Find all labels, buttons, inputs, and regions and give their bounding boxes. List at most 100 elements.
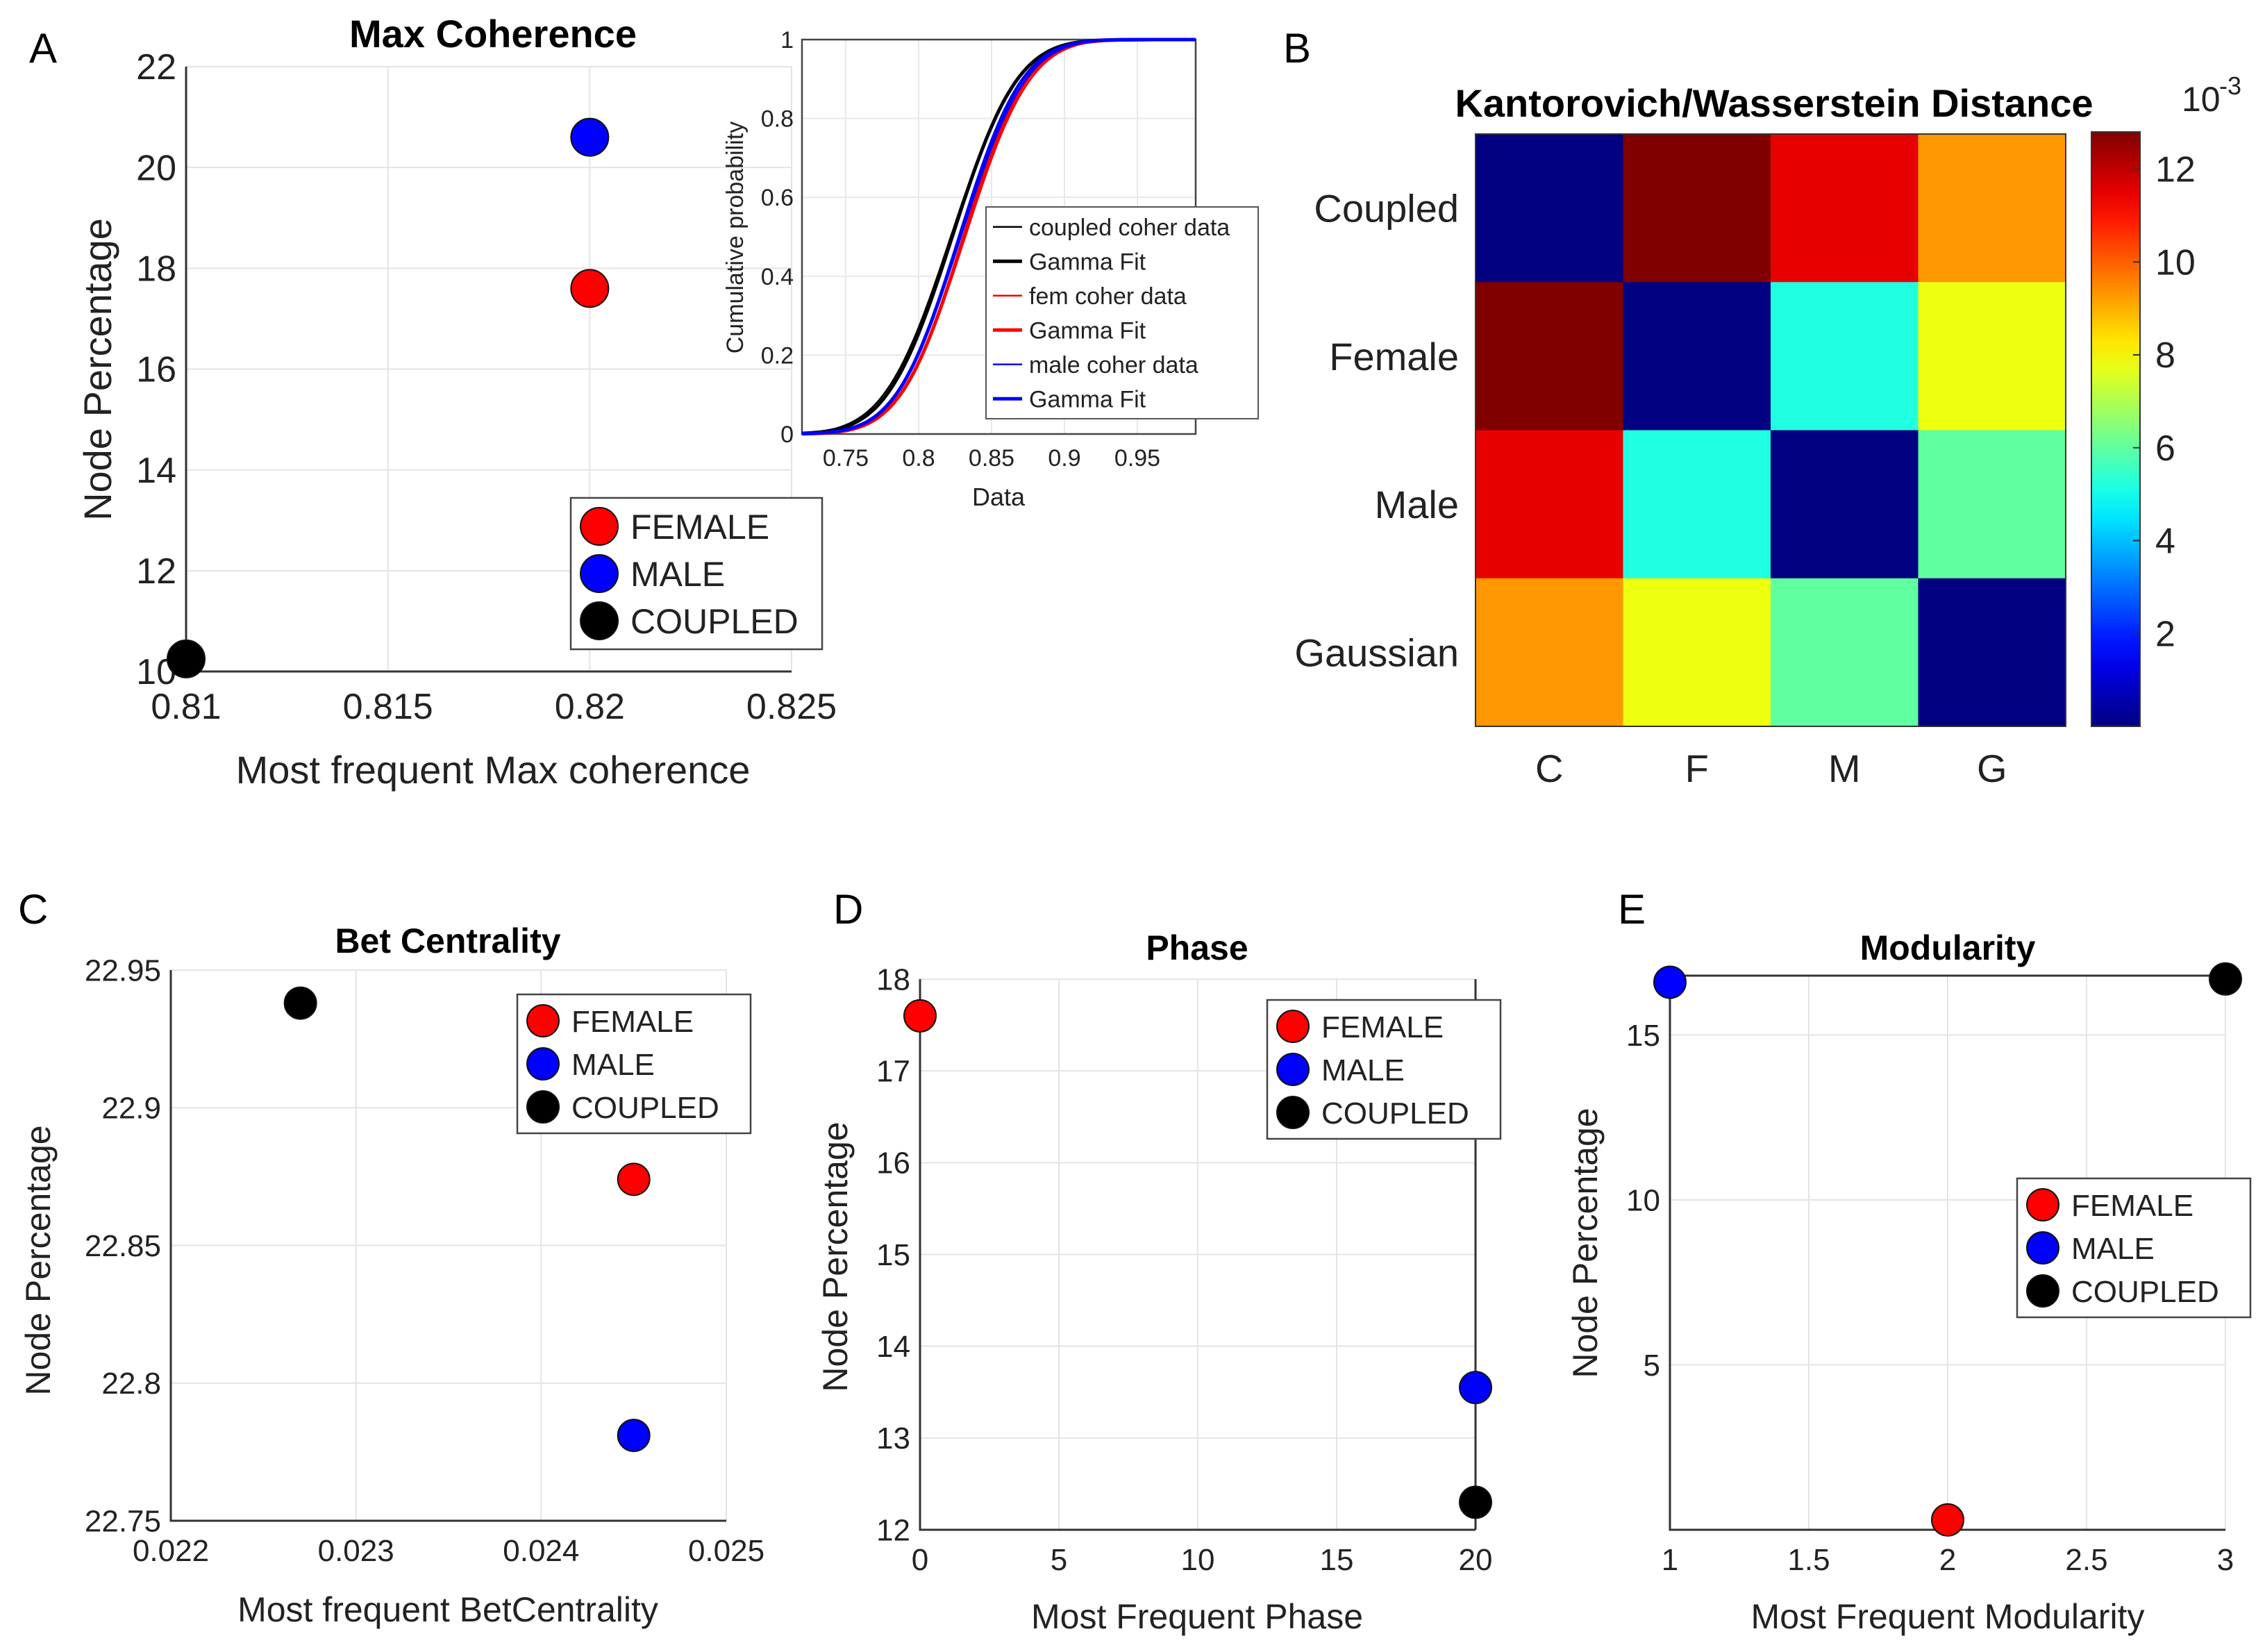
y-tick-label: 12 [876, 1513, 910, 1547]
x-tick-label: 0.8 [902, 445, 935, 472]
x-tick-label: 2.5 [2065, 1543, 2107, 1577]
y-tick-label: 15 [1626, 1019, 1660, 1053]
panel-a-max-coherence: Max Coherence Most frequent Max coherenc… [76, 12, 837, 792]
panel-d-phase: Phase Most Frequent Phase Node Percentag… [816, 928, 1502, 1636]
data-point-male [1459, 1371, 1492, 1405]
panel-letter-e: E [1618, 886, 1646, 933]
heatmap-cell [1476, 282, 1623, 431]
panel-letter-b: B [1283, 25, 1311, 72]
colorbar-tick-label: 6 [2155, 428, 2175, 469]
y-axis-label: Node Percentage [816, 1121, 855, 1392]
legend-marker [1276, 1053, 1310, 1086]
y-tick-label: 0.6 [761, 185, 794, 211]
row-label: Female [1329, 335, 1459, 378]
y-tick-label: 0.2 [761, 342, 794, 369]
data-point-female [903, 999, 937, 1033]
y-tick-label: 22.9 [101, 1092, 161, 1126]
col-label: F [1685, 746, 1709, 790]
heatmap-cell [1918, 282, 2066, 431]
heatmap-cell [1771, 430, 1919, 579]
legend-label: male coher data [1029, 352, 1198, 378]
legend-label: COUPLED [1321, 1096, 1469, 1130]
legend-marker [2026, 1188, 2059, 1221]
data-point-female [617, 1162, 651, 1196]
heatmap-frame [1475, 133, 2066, 727]
x-tick-label: 0.95 [1114, 445, 1160, 472]
colorbar-exponent-base: 10 [2182, 80, 2221, 119]
panel-letter-d: D [833, 886, 863, 933]
legend-label: COUPLED [630, 602, 799, 641]
y-tick-label: 20 [136, 148, 176, 188]
x-tick-label: 0.024 [503, 1534, 579, 1568]
x-tick-label: 2 [1939, 1543, 1956, 1577]
row-label: Male [1375, 483, 1459, 526]
x-tick-label: 0.023 [318, 1534, 394, 1568]
panel-c-bet-centrality: Bet Centrality Most frequent BetCentrali… [19, 921, 764, 1629]
y-axis-label: Node Percentage [1566, 1108, 1605, 1378]
data-point-coupled [2209, 962, 2242, 996]
x-tick-label: 0.85 [969, 445, 1014, 472]
y-axis-label: Node Percentage [19, 1125, 58, 1395]
row-label: Gaussian [1294, 631, 1459, 674]
y-tick-label: 13 [876, 1421, 910, 1455]
heatmap-cell [1623, 578, 1771, 727]
y-axis-label: Cumulative probability [722, 122, 749, 354]
legend-marker [580, 601, 619, 640]
legend-marker [2026, 1274, 2059, 1308]
data-point-coupled [167, 639, 206, 678]
y-tick-label: 22.75 [85, 1504, 161, 1538]
heatmap-cell [1623, 134, 1771, 283]
legend-label: Gamma Fit [1029, 249, 1146, 275]
data-point-female [570, 269, 610, 308]
y-tick-label: 22.8 [101, 1367, 161, 1401]
data-point-female [1931, 1503, 1964, 1537]
heatmap-cell [1771, 282, 1919, 431]
legend: FEMALE MALE COUPLED [1266, 999, 1502, 1140]
legend-marker [580, 507, 619, 546]
cdf-line-5 [801, 37, 1196, 436]
axes-frame [1669, 976, 2225, 1531]
colorbar-tick-label: 12 [2155, 150, 2196, 190]
legend-label: MALE [2071, 1232, 2155, 1266]
row-label: Coupled [1314, 187, 1459, 231]
x-tick-label: 10 [1181, 1543, 1215, 1577]
x-tick-label: 0.815 [343, 687, 433, 727]
y-tick-label: 15 [876, 1238, 910, 1272]
x-axis-label: Most Frequent Phase [1031, 1597, 1363, 1636]
legend-marker [580, 554, 619, 593]
colorbar-tick-label: 2 [2155, 614, 2175, 654]
legend: FEMALE MALE COUPLED [2016, 1177, 2252, 1319]
x-tick-label: 3 [2217, 1543, 2234, 1577]
y-tick-label: 16 [136, 350, 176, 390]
y-tick-label: 22.85 [85, 1229, 161, 1263]
legend-label: FEMALE [2071, 1189, 2193, 1223]
y-tick-label: 14 [136, 451, 176, 491]
legend-marker [526, 1047, 560, 1081]
colorbar-tick-label: 4 [2155, 522, 2175, 562]
legend-label: Gamma Fit [1029, 317, 1146, 344]
col-label: C [1535, 746, 1563, 790]
colorbar-exponent-power: -3 [2219, 72, 2241, 100]
heatmap-cell [1918, 430, 2066, 579]
data-point-coupled [1459, 1485, 1492, 1519]
x-tick-label: 0.022 [133, 1534, 209, 1568]
panel-letter-c: C [18, 886, 48, 933]
col-label: M [1828, 746, 1861, 790]
legend-marker [1276, 1010, 1310, 1043]
heatmap-cell [1623, 282, 1771, 431]
data-point-male [617, 1419, 651, 1453]
colorbar [2091, 131, 2141, 727]
x-axis-label: Most frequent Max coherence [236, 748, 751, 792]
axes-frame [919, 979, 1476, 1531]
legend-label: FEMALE [1321, 1010, 1444, 1044]
heatmap-cell [1476, 134, 1623, 283]
legend-marker [526, 1004, 560, 1037]
legend-marker [1276, 1096, 1310, 1129]
chart-title: Phase [1146, 928, 1248, 967]
heatmap-cell [1771, 578, 1919, 727]
heatmap-cell [1918, 134, 2066, 283]
heatmap-cell [1918, 578, 2066, 727]
x-tick-label: 0.81 [151, 687, 221, 727]
legend-box [985, 206, 1259, 419]
legend-label: MALE [1321, 1053, 1405, 1087]
